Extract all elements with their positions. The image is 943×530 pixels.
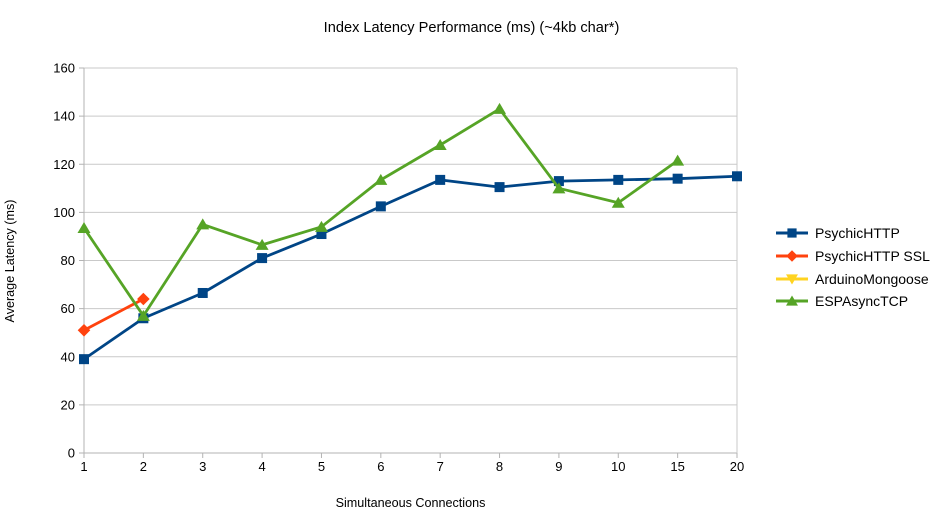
triangle-up-marker (77, 222, 91, 234)
square-marker (435, 174, 446, 185)
legend-swatch-square-icon (776, 228, 808, 238)
triangle-up-marker (374, 173, 388, 185)
triangle-up-marker (671, 154, 685, 166)
x-tick-label: 1 (80, 459, 87, 474)
y-tick-label: 40 (61, 349, 75, 364)
legend-item-arduinomongoose: ArduinoMongoose (775, 267, 930, 290)
y-tick-labels: 0 20 40 60 80 100 120 140 160 (53, 61, 75, 461)
square-marker (257, 253, 268, 264)
y-tick-label: 140 (53, 109, 75, 124)
triangle-up-marker (196, 218, 210, 230)
square-marker (787, 228, 797, 238)
x-tick-label: 8 (496, 459, 503, 474)
legend-item-psychichttp: PsychicHTTP (775, 222, 930, 245)
square-marker (494, 182, 505, 193)
square-marker (375, 201, 386, 212)
square-marker (197, 287, 208, 298)
x-tick-label: 2 (140, 459, 147, 474)
triangle-up-marker (611, 196, 625, 208)
square-marker (316, 229, 327, 240)
square-marker (672, 173, 683, 184)
y-tick-label: 60 (61, 301, 75, 316)
x-tick-label: 3 (199, 459, 206, 474)
x-tick-label: 6 (377, 459, 384, 474)
triangle-up-marker (255, 238, 269, 250)
diamond-marker (77, 323, 91, 337)
legend-item-psychichttp-ssl: PsychicHTTP SSL (775, 245, 930, 268)
y-tick-label: 160 (53, 61, 75, 76)
legend-item-espasynctcp: ESPAsyncTCP (775, 290, 930, 313)
legend-swatch-triangle-up-icon (776, 295, 808, 307)
gridlines (84, 67, 737, 454)
y-tick-label: 20 (61, 397, 75, 412)
triangle-up-marker (552, 182, 566, 194)
legend-swatch-diamond-icon (776, 250, 808, 262)
x-axis-title: Simultaneous Connections (335, 496, 486, 510)
square-marker (732, 171, 742, 182)
series-espasynctcp (77, 102, 685, 321)
triangle-up-marker (136, 309, 150, 321)
x-tick-label: 15 (670, 459, 684, 474)
square-marker (613, 174, 624, 185)
triangle-up-marker (786, 295, 798, 307)
chart-title: Index Latency Performance (ms) (~4kb cha… (323, 20, 620, 36)
diamond-marker (137, 292, 150, 306)
x-tick-label: 7 (437, 459, 444, 474)
series-psychichttp-ssl (77, 292, 150, 337)
x-tick-label: 5 (318, 459, 325, 474)
triangle-up-marker (493, 102, 507, 114)
legend-swatch-triangle-down-icon (776, 274, 808, 285)
legend-label: PsychicHTTP SSL (815, 248, 930, 265)
chart-legend: PsychicHTTP PsychicHTTP SSL ArduinoMongoos… (775, 222, 930, 313)
x-tick-label: 10 (611, 459, 625, 474)
square-marker (79, 354, 89, 365)
legend-label: ArduinoMongoose (815, 270, 929, 287)
y-tick-label: 0 (68, 446, 75, 461)
legend-label: PsychicHTTP (815, 225, 900, 242)
x-tick-label: 20 (730, 459, 744, 474)
x-tick-label: 9 (555, 459, 562, 474)
series-psychichttp (79, 171, 742, 365)
square-marker (553, 176, 564, 187)
legend-label: ESPAsyncTCP (815, 293, 909, 310)
y-axis-title: Average Latency (ms) (3, 199, 17, 323)
y-tick-label: 100 (53, 205, 75, 220)
triangle-up-marker (314, 220, 328, 232)
diamond-marker (786, 250, 798, 262)
x-tick-label: 4 (258, 459, 265, 474)
triangle-up-marker (433, 139, 447, 150)
triangle-down-marker (786, 274, 798, 285)
y-tick-label: 80 (61, 253, 75, 268)
x-tick-labels: 1 2 3 4 5 6 7 8 9 10 15 20 (80, 459, 744, 474)
y-tick-label: 120 (53, 157, 75, 172)
